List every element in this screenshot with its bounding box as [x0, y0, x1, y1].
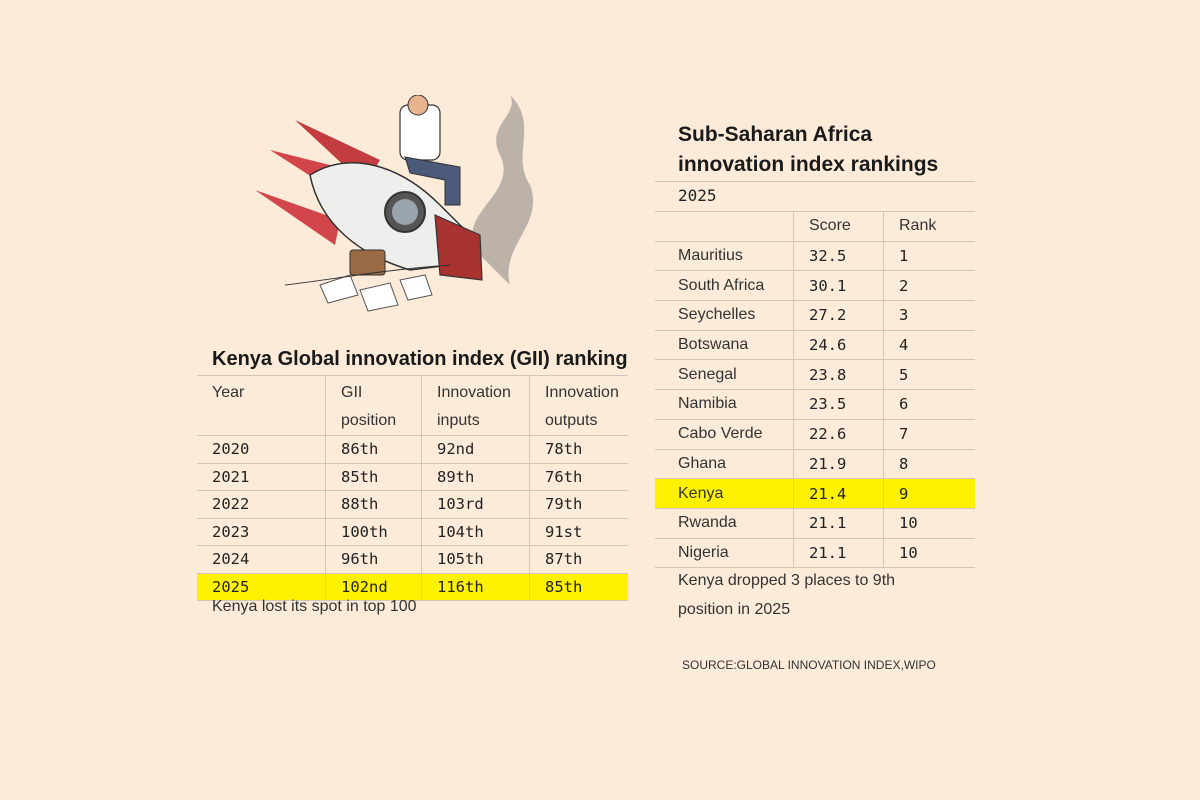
table-cell: 7 [883, 418, 975, 449]
column-header [655, 211, 794, 242]
table-cell: Kenya [655, 478, 794, 509]
crashed-rocket-illustration [255, 95, 534, 312]
table-cell: 102nd [325, 572, 422, 601]
column-header: Score [793, 211, 884, 242]
table-cell: 10 [883, 537, 975, 569]
ssa-note-line1: Kenya dropped 3 places to 9th [678, 572, 896, 589]
table-row: Cabo Verde 22.6 7 [655, 418, 975, 449]
table-row: South Africa 30.1 2 [655, 270, 975, 301]
table-cell: 2 [883, 270, 975, 301]
column-header: Year [197, 375, 326, 436]
table-cell: 87th [529, 545, 628, 573]
ssa-note-line2: position in 2025 [678, 601, 791, 618]
table-cell: 92nd [421, 435, 530, 463]
table-row: 2021 85th 89th 76th [197, 462, 628, 491]
table-row: 2020 86th 92nd 78th [197, 435, 628, 463]
table-cell: 21.9 [793, 448, 884, 479]
table-cell: 2023 [197, 517, 326, 546]
table-cell: 21.4 [793, 478, 884, 509]
table-cell: Mauritius [655, 240, 794, 271]
table-row: 2025 102nd 116th 85th [197, 572, 628, 601]
table-cell: 91st [529, 517, 628, 546]
gii-table-title: Kenya Global innovation index (GII) rank… [212, 348, 628, 370]
table-cell: 76th [529, 462, 628, 491]
gii-note: Kenya lost its spot in top 100 [212, 598, 417, 615]
table-row: Senegal 23.8 5 [655, 359, 975, 390]
table-cell: 8 [883, 448, 975, 479]
ssa-ranking-table: Score Rank Mauritius 32.5 1 South Africa 30.… [655, 211, 975, 569]
column-header: Rank [883, 211, 975, 242]
table-cell: 5 [883, 359, 975, 390]
table-cell: 4 [883, 329, 975, 360]
table-cell: 85th [325, 462, 422, 491]
table-cell: 23.5 [793, 389, 884, 420]
table-row: Nigeria 21.1 10 [655, 537, 975, 569]
table-row: 2023 100th 104th 91st [197, 517, 628, 546]
table-cell: 89th [421, 462, 530, 491]
table-cell: Ghana [655, 448, 794, 479]
table-cell: South Africa [655, 270, 794, 301]
column-header: Innovation inputs [421, 375, 530, 436]
ssa-year: 2025 [678, 186, 717, 205]
table-cell: 1 [883, 240, 975, 271]
table-row: Kenya 21.4 9 [655, 478, 975, 509]
table-cell: 10 [883, 507, 975, 539]
table-cell: Nigeria [655, 537, 794, 569]
table-cell: 85th [529, 572, 628, 601]
table-row: Rwanda 21.1 10 [655, 507, 975, 539]
column-header: GII position [325, 375, 422, 436]
table-cell: Rwanda [655, 507, 794, 539]
table-cell: 2022 [197, 490, 326, 518]
table-cell: 105th [421, 545, 530, 573]
table-cell: 2024 [197, 545, 326, 573]
table-cell: 79th [529, 490, 628, 518]
table-cell: 21.1 [793, 537, 884, 569]
ssa-title-line1: Sub-Saharan Africa [678, 123, 873, 146]
ssa-title-line2: innovation index rankings [678, 153, 939, 176]
table-row: Mauritius 32.5 1 [655, 240, 975, 271]
table-cell: 104th [421, 517, 530, 546]
table-cell: 22.6 [793, 418, 884, 449]
table-row: Ghana 21.9 8 [655, 448, 975, 479]
table-row: 2024 96th 105th 87th [197, 545, 628, 573]
table-cell: 21.1 [793, 507, 884, 539]
table-header-row: Score Rank [655, 211, 975, 242]
table-cell: Senegal [655, 359, 794, 390]
table-cell: 78th [529, 435, 628, 463]
column-header: Innovation outputs [529, 375, 628, 436]
table-header-row: Year GII position Innovation inputs Inno… [197, 375, 628, 436]
table-cell: 24.6 [793, 329, 884, 360]
table-cell: 88th [325, 490, 422, 518]
table-cell: 103rd [421, 490, 530, 518]
table-cell: Botswana [655, 329, 794, 360]
table-cell: 32.5 [793, 240, 884, 271]
table-cell: 100th [325, 517, 422, 546]
table-cell: 2025 [197, 572, 326, 601]
table-row: 2022 88th 103rd 79th [197, 490, 628, 518]
table-row: Botswana 24.6 4 [655, 329, 975, 360]
source-note: SOURCE:GLOBAL INNOVATION INDEX,WIPO [682, 658, 936, 672]
table-cell: 27.2 [793, 300, 884, 331]
table-cell: 3 [883, 300, 975, 331]
table-cell: 2021 [197, 462, 326, 491]
table-cell: 2020 [197, 435, 326, 463]
table-row: Namibia 23.5 6 [655, 389, 975, 420]
table-cell: 116th [421, 572, 530, 601]
divider [655, 181, 975, 182]
table-cell: 96th [325, 545, 422, 573]
table-cell: 9 [883, 478, 975, 509]
table-cell: Cabo Verde [655, 418, 794, 449]
table-cell: Seychelles [655, 300, 794, 331]
gii-ranking-table: Year GII position Innovation inputs Inno… [197, 375, 628, 601]
table-cell: 30.1 [793, 270, 884, 301]
table-row: Seychelles 27.2 3 [655, 300, 975, 331]
table-cell: 86th [325, 435, 422, 463]
table-cell: Namibia [655, 389, 794, 420]
table-cell: 23.8 [793, 359, 884, 390]
table-cell: 6 [883, 389, 975, 420]
